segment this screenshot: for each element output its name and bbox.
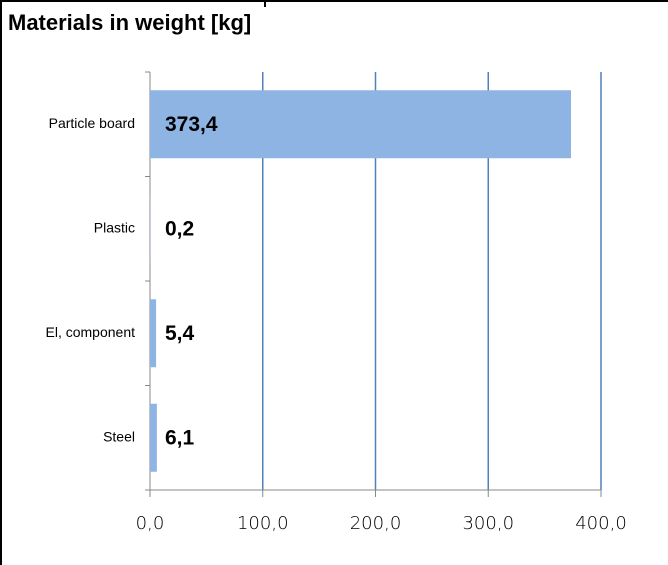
data-label: 6,1 [165, 426, 195, 449]
x-tick-label: 0,0 [136, 513, 165, 534]
data-label: 373,4 [165, 113, 218, 136]
x-tick-label: 200,0 [350, 513, 402, 534]
data-label: 0,2 [165, 217, 194, 240]
chart-title: Materials in weight [kg] [8, 10, 251, 35]
y-tick-label: Particle board [49, 115, 135, 131]
y-tick-label: Plastic [94, 219, 135, 235]
x-tick-label: 400,0 [575, 513, 627, 534]
x-tick-label: 100,0 [237, 513, 289, 534]
x-tick-label: 300,0 [462, 513, 514, 534]
bar [150, 403, 157, 472]
bar [150, 299, 157, 368]
y-tick-label: El, component [46, 324, 136, 340]
bar [150, 90, 572, 159]
data-label: 5,4 [165, 322, 195, 345]
y-tick-label: Steel [103, 428, 135, 444]
